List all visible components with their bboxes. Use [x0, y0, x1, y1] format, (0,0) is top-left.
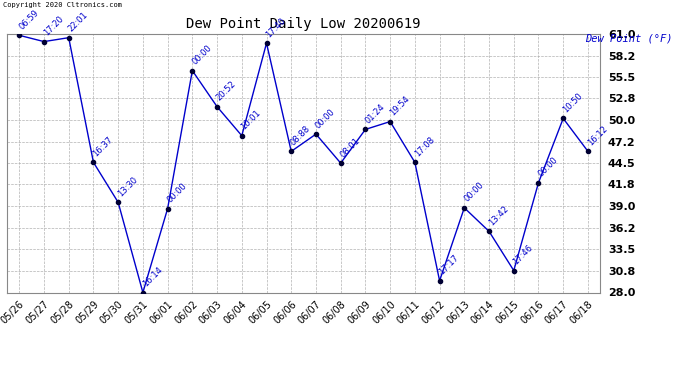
- Text: 13:42: 13:42: [487, 204, 510, 227]
- Text: 16:37: 16:37: [91, 135, 115, 158]
- Text: 00:00: 00:00: [462, 180, 485, 204]
- Text: 08:88: 08:88: [289, 124, 313, 147]
- Text: 00:00: 00:00: [166, 181, 188, 204]
- Text: 06:59: 06:59: [17, 8, 40, 31]
- Text: 20:52: 20:52: [215, 80, 238, 102]
- Text: 17:40: 17:40: [264, 16, 288, 39]
- Text: 01:24: 01:24: [363, 102, 386, 125]
- Text: 22:01: 22:01: [66, 10, 90, 33]
- Text: 08:01: 08:01: [339, 136, 362, 159]
- Text: 17:08: 17:08: [413, 135, 436, 158]
- Title: Dew Point Daily Low 20200619: Dew Point Daily Low 20200619: [186, 17, 421, 31]
- Text: Copyright 2020 Cltronics.com: Copyright 2020 Cltronics.com: [3, 2, 122, 8]
- Text: 10:50: 10:50: [561, 91, 584, 114]
- Text: 17:46: 17:46: [511, 243, 535, 266]
- Text: 17:20: 17:20: [42, 14, 65, 38]
- Text: 16:14: 16:14: [141, 265, 164, 288]
- Text: Dew Point (°F): Dew Point (°F): [585, 34, 673, 44]
- Text: 17:17: 17:17: [437, 253, 461, 277]
- Text: 00:00: 00:00: [314, 107, 337, 130]
- Text: 10:01: 10:01: [239, 108, 263, 132]
- Text: 00:00: 00:00: [190, 43, 213, 66]
- Text: 13:30: 13:30: [116, 175, 139, 198]
- Text: 19:54: 19:54: [388, 94, 411, 117]
- Text: 00:00: 00:00: [536, 155, 560, 178]
- Text: 16:12: 16:12: [586, 124, 609, 147]
